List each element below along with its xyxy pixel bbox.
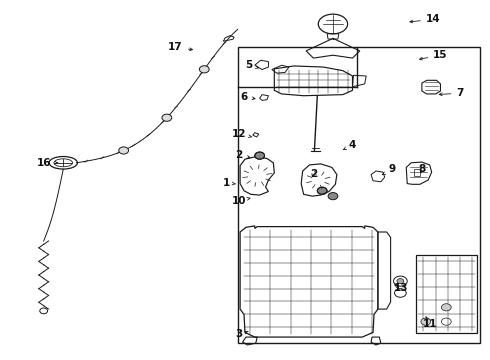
Text: 16: 16 xyxy=(36,158,57,168)
Text: 12: 12 xyxy=(232,129,252,139)
Text: 10: 10 xyxy=(232,196,250,206)
Text: 3: 3 xyxy=(236,329,248,339)
Text: 17: 17 xyxy=(168,42,193,52)
Text: 5: 5 xyxy=(245,60,259,70)
Text: 14: 14 xyxy=(410,14,441,24)
Circle shape xyxy=(397,279,404,284)
Text: 2: 2 xyxy=(310,168,317,179)
Text: 2: 2 xyxy=(236,150,250,160)
Circle shape xyxy=(318,187,327,194)
Text: 13: 13 xyxy=(394,283,409,293)
Circle shape xyxy=(119,147,128,154)
Text: 15: 15 xyxy=(419,50,448,60)
Text: 11: 11 xyxy=(422,316,437,329)
Circle shape xyxy=(328,193,338,200)
Text: 8: 8 xyxy=(418,164,425,174)
Circle shape xyxy=(255,152,265,159)
Circle shape xyxy=(421,318,431,325)
Circle shape xyxy=(199,66,209,73)
Text: 1: 1 xyxy=(223,178,236,188)
Text: 7: 7 xyxy=(439,88,464,98)
Text: 6: 6 xyxy=(241,92,255,102)
Circle shape xyxy=(162,114,172,121)
Text: 9: 9 xyxy=(383,164,395,175)
Text: 4: 4 xyxy=(343,140,356,150)
Circle shape xyxy=(441,304,451,311)
